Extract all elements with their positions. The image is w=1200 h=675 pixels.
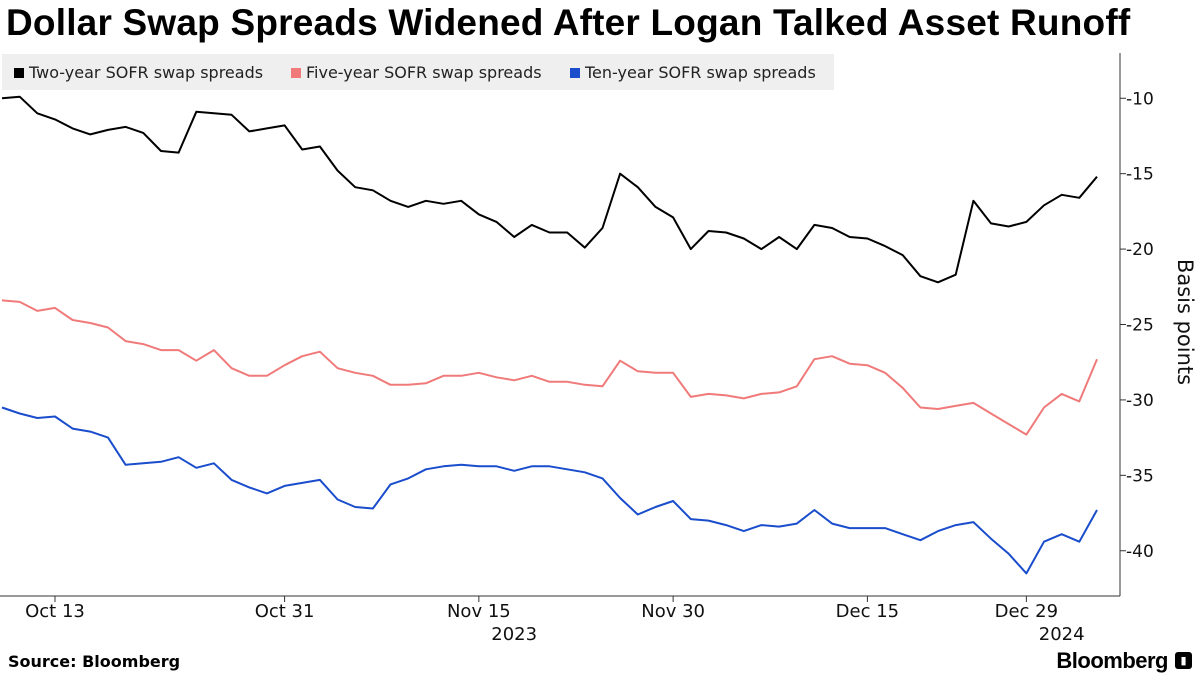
x-tick-label: Nov 30 (641, 601, 705, 622)
x-tick-label: Oct 13 (25, 601, 85, 622)
y-axis-label: Basis points (1173, 259, 1197, 385)
brand-logo: Bloomberg (1056, 648, 1168, 673)
y-tick-label: -35 (1126, 466, 1154, 486)
series-line-ten-year (1, 406, 1098, 575)
legend-item-two-year[interactable]: Two-year SOFR swap spreads (14, 63, 263, 82)
legend-label-two-year: Two-year SOFR swap spreads (29, 63, 264, 82)
y-tick-label: -10 (1126, 89, 1154, 109)
x-tick-label: Dec 15 (836, 601, 899, 622)
x-year-label: 2023 (491, 624, 537, 645)
series-line-two-year (1, 95, 1098, 284)
y-tick-label: -25 (1126, 316, 1154, 336)
y-tick-label: -20 (1126, 240, 1154, 260)
x-tick-label: Nov 15 (447, 601, 511, 622)
x-tick-label: Dec 29 (995, 601, 1058, 622)
x-year-label: 2024 (1039, 624, 1085, 645)
y-tick-label: -15 (1126, 165, 1154, 185)
series-line-five-year (1, 299, 1098, 436)
y-tick-label: -40 (1126, 542, 1154, 562)
legend-swatch-ten-year (570, 68, 580, 78)
bloomberg-chart-icon: ▮ (1175, 652, 1192, 669)
legend-label-ten-year: Ten-year SOFR swap spreads (585, 63, 816, 82)
legend-swatch-two-year (14, 68, 24, 78)
chart-title: Dollar Swap Spreads Widened After Logan … (6, 2, 1131, 43)
x-tick-label: Oct 31 (255, 601, 315, 622)
source-note: Source: Bloomberg (8, 652, 181, 671)
y-tick-label: -30 (1126, 391, 1154, 411)
legend: Two-year SOFR swap spreads Five-year SOF… (2, 54, 834, 90)
legend-item-five-year[interactable]: Five-year SOFR swap spreads (291, 63, 542, 82)
legend-item-ten-year[interactable]: Ten-year SOFR swap spreads (570, 63, 816, 82)
legend-label-five-year: Five-year SOFR swap spreads (306, 63, 542, 82)
legend-swatch-five-year (291, 68, 301, 78)
